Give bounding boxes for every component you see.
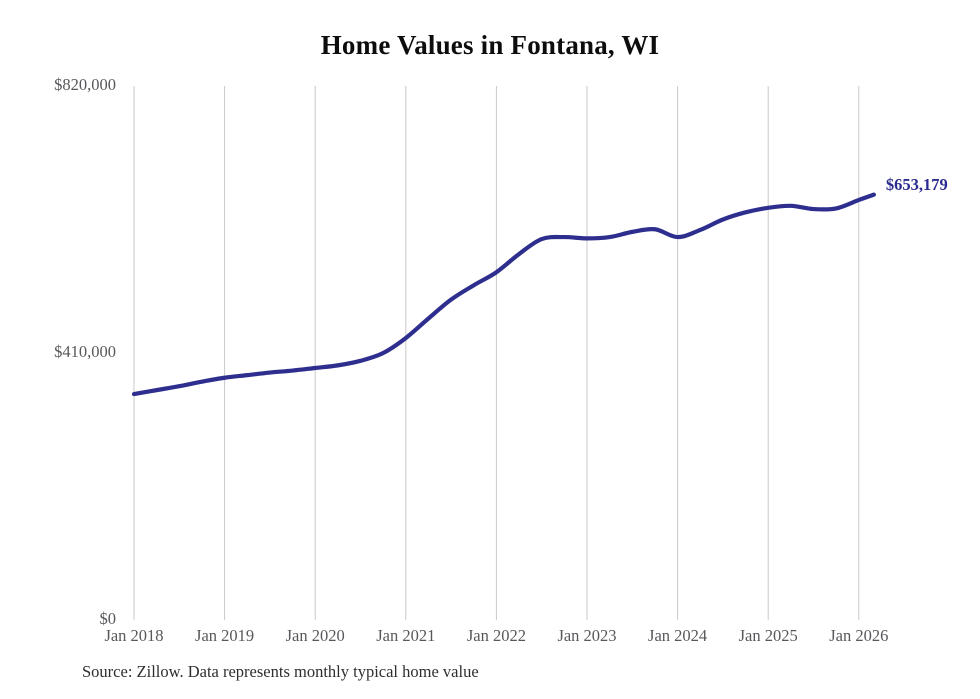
value-line (131, 192, 876, 397)
y-tick-label: $410,000 (54, 342, 116, 361)
x-tick-label: Jan 2020 (285, 626, 345, 645)
chart-title: Home Values in Fontana, WI (320, 30, 660, 60)
x-tick-label: Jan 2022 (466, 626, 526, 645)
x-tick-label: Jan 2023 (557, 626, 617, 645)
x-tick-label: Jan 2019 (195, 626, 255, 645)
source-note: Source: Zillow. Data represents monthly … (82, 662, 479, 681)
x-tick-label: Jan 2026 (829, 626, 889, 645)
x-tick-label: Jan 2021 (376, 626, 436, 645)
end-value-label: $653,179 (885, 174, 948, 194)
x-tick-label: Jan 2018 (104, 626, 164, 645)
x-tick-label: Jan 2024 (648, 626, 708, 645)
y-tick-label: $0 (99, 609, 117, 628)
x-tick-label: Jan 2025 (738, 626, 798, 645)
y-tick-label: $820,000 (54, 75, 116, 94)
